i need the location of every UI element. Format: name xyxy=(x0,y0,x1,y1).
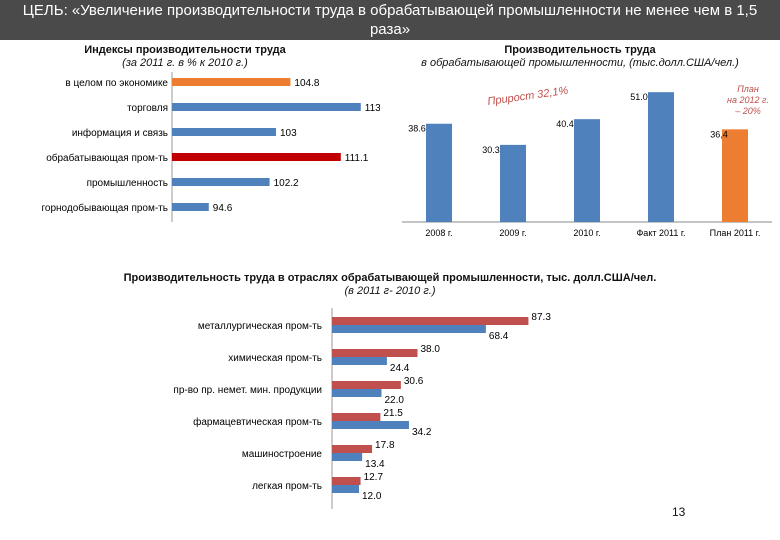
chart3-category-label: пр-во пр. немет. мин. продукции xyxy=(173,385,322,396)
chart2-value-label: 36,4 xyxy=(710,129,728,139)
chart2-plan-annotation: План xyxy=(737,84,759,94)
chart3-title-block: Производительность труда в отраслях обра… xyxy=(40,272,740,298)
chart1-title-block: Индексы производительности труда (за 201… xyxy=(60,44,310,70)
chart2-value-label: 30.3 xyxy=(482,145,500,155)
chart3-category-label: металлургическая пром-ть xyxy=(198,321,322,332)
chart1-value-label: 104.8 xyxy=(294,78,319,89)
chart2-bar xyxy=(426,123,452,222)
chart3-bar xyxy=(332,453,363,461)
chart2-plan-annotation: на 2012 г. xyxy=(727,95,769,105)
chart3-value-label: 87.3 xyxy=(531,312,551,323)
chart1-value-label: 103 xyxy=(280,128,297,139)
chart2-plan-annotation: – 20% xyxy=(734,106,761,116)
chart1-value-label: 94.6 xyxy=(213,203,233,214)
chart3-category-label: легкая пром-ть xyxy=(252,481,322,492)
header-bar: ЦЕЛЬ: «Увеличение производительности тру… xyxy=(0,0,780,40)
chart3-title: Производительность труда в отраслях обра… xyxy=(123,272,657,284)
chart2-bar xyxy=(722,129,748,222)
chart1-value-label: 111.1 xyxy=(345,153,369,164)
chart3-bar xyxy=(332,477,361,485)
chart3-category-label: машиностроение xyxy=(242,449,323,460)
chart2-value-label: 51.0 xyxy=(630,92,648,102)
chart3-bar xyxy=(332,421,409,429)
chart3-value-label: 12.7 xyxy=(364,472,384,483)
chart2-value-label: 40.4 xyxy=(556,119,574,129)
chart3-value-label: 30.6 xyxy=(404,376,424,387)
chart2-category-label: Факт 2011 г. xyxy=(636,228,685,238)
chart1-bar xyxy=(172,103,361,111)
page-number: 13 xyxy=(672,505,686,519)
chart1-category-label: обрабатывающая пром-ть xyxy=(46,152,168,164)
chart3-value-label: 17.8 xyxy=(375,440,395,451)
chart3-value-label: 34.2 xyxy=(412,427,432,438)
chart3-bar xyxy=(332,325,486,333)
chart2-productivity: 2008 г. 38.6 2009 г. 30.3 2010 г. 40.4 Факт 20… xyxy=(402,84,772,238)
chart3-sectors: металлургическая пром-ть 87.3 68.4 химическ… xyxy=(173,308,551,509)
chart2-category-label: 2008 г. xyxy=(425,228,452,238)
chart2-bar xyxy=(500,144,526,222)
chart3-category-label: химическая пром-ть xyxy=(228,353,322,364)
chart1-subtitle: (за 2011 г. в % к 2010 г.) xyxy=(122,57,248,69)
chart3-bar xyxy=(332,389,382,397)
chart1-value-label: 113.6 xyxy=(365,103,380,114)
chart1-category-label: торговля xyxy=(127,103,168,114)
chart1-value-label: 102.2 xyxy=(274,178,299,189)
chart2-growth-annotation: Прирост 32,1% xyxy=(487,85,569,108)
chart3-value-label: 12.0 xyxy=(362,491,382,502)
chart3-bar xyxy=(332,445,373,453)
chart3-value-label: 13.4 xyxy=(365,459,385,470)
chart1-bar xyxy=(172,178,270,186)
chart2-category-label: 2010 г. xyxy=(573,228,600,238)
chart2-subtitle: в обрабатывающей промышленности, (тыс.до… xyxy=(421,57,739,69)
chart3-bar xyxy=(332,317,529,325)
chart1-title: Индексы производительности труда xyxy=(84,44,286,56)
chart3-category-label: фармацевтическая пром-ть xyxy=(193,416,322,428)
chart2-bar xyxy=(648,92,674,222)
chart1-category-label: в целом по экономике xyxy=(65,78,168,89)
chart2-value-label: 38.6 xyxy=(408,124,426,134)
chart1-category-label: горнодобывающая пром-ть xyxy=(41,202,168,214)
page-title: ЦЕЛЬ: «Увеличение производительности тру… xyxy=(22,2,758,38)
chart1-indices: в целом по экономике 104.8 торговля 113.6 ин… xyxy=(41,72,380,222)
chart3-value-label: 21.5 xyxy=(383,408,403,419)
chart3-bar xyxy=(332,357,387,365)
chart1-bar xyxy=(172,203,209,211)
chart2-title-block: Производительность труда в обрабатывающе… xyxy=(390,44,770,70)
chart3-bar xyxy=(332,413,381,421)
chart1-bar xyxy=(172,153,341,161)
chart3-bar xyxy=(332,381,401,389)
chart3-value-label: 22.0 xyxy=(385,395,405,406)
chart3-subtitle: (в 2011 г- 2010 г.) xyxy=(344,285,436,297)
chart2-title: Производительность труда xyxy=(504,44,656,56)
chart3-bar xyxy=(332,349,418,357)
chart3-value-label: 68.4 xyxy=(489,331,509,342)
chart1-bar xyxy=(172,78,291,86)
chart1-category-label: промышленность xyxy=(87,178,168,189)
chart3-bar xyxy=(332,485,359,493)
chart1-bar xyxy=(172,128,276,136)
chart3-value-label: 24.4 xyxy=(390,363,410,374)
chart3-value-label: 38.0 xyxy=(421,344,441,355)
chart1-category-label: информация и связь xyxy=(72,127,168,139)
chart2-category-label: План 2011 г. xyxy=(710,228,761,238)
chart2-bar xyxy=(574,119,600,222)
chart2-category-label: 2009 г. xyxy=(499,228,526,238)
